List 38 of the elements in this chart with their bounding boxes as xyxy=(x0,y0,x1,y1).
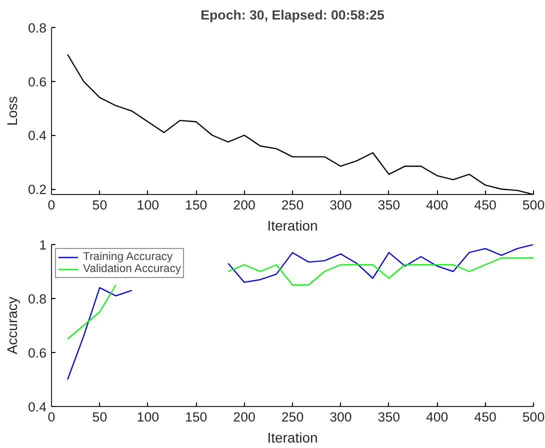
x-tick-label: 300 xyxy=(330,198,352,212)
x-tick-label: 0 xyxy=(48,198,56,212)
legend-label: Validation Accuracy xyxy=(83,263,182,275)
y-tick-label: 0.8 xyxy=(28,20,47,36)
y-tick-label: 0.4 xyxy=(28,400,48,414)
legend-label: Training Accuracy xyxy=(83,251,173,263)
x-tick-label: 450 xyxy=(474,198,496,212)
x-tick-label: 50 xyxy=(92,410,108,424)
y-tick-label: 0.6 xyxy=(28,346,47,360)
y-tick-label: 0.2 xyxy=(28,182,47,198)
y-axis-title: Loss xyxy=(4,96,20,126)
x-axis-title: Iteration xyxy=(267,218,318,234)
x-tick-label: 150 xyxy=(184,198,208,212)
x-axis-title: Iteration xyxy=(267,430,318,446)
x-tick-label: 200 xyxy=(233,198,256,212)
x-tick-label: 350 xyxy=(378,410,400,424)
x-tick-label: 350 xyxy=(378,198,400,212)
x-tick-label: 0 xyxy=(48,410,56,424)
y-axis-title: Accuracy xyxy=(4,296,20,354)
line-series xyxy=(67,54,534,194)
x-tick-label: 100 xyxy=(136,410,160,424)
x-tick-label: 150 xyxy=(184,410,208,424)
x-tick-label: 200 xyxy=(233,410,256,424)
y-tick-label: 0.4 xyxy=(28,128,48,144)
x-tick-label: 400 xyxy=(426,410,448,424)
y-tick-label: 1 xyxy=(39,238,47,252)
x-tick-label: 250 xyxy=(281,198,304,212)
x-tick-label: 400 xyxy=(426,198,448,212)
y-tick-label: 0.6 xyxy=(28,74,47,90)
x-tick-label: 100 xyxy=(136,198,160,212)
x-tick-label: 500 xyxy=(522,198,545,212)
x-tick-label: 500 xyxy=(522,410,545,424)
chart-title: Epoch: 30, Elapsed: 00:58:25 xyxy=(200,8,385,22)
x-tick-label: 250 xyxy=(281,410,304,424)
y-tick-label: 0.8 xyxy=(28,292,47,306)
x-tick-label: 50 xyxy=(92,198,108,212)
x-tick-label: 450 xyxy=(474,410,496,424)
x-tick-label: 300 xyxy=(330,410,352,424)
